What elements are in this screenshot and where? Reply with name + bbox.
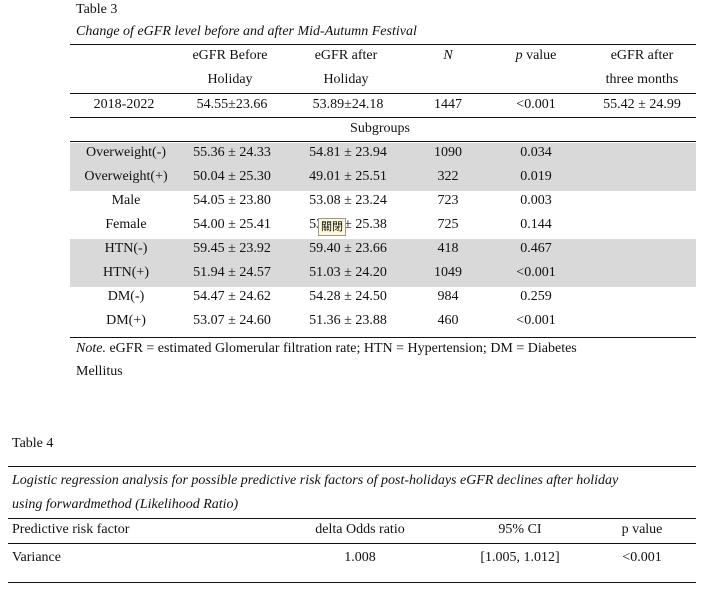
subgroup-row-p: 0.003 xyxy=(520,193,552,208)
table3-subgroups-rule xyxy=(70,141,696,142)
subgroup-row-p: 0.259 xyxy=(520,289,552,304)
table4-header-rule xyxy=(8,543,696,544)
table4-header-delta: delta Odds ratio xyxy=(315,522,405,537)
table4-caption-line2: using forwardmethod (Likelihood Ratio) xyxy=(12,497,239,512)
table4-header-factor: Predictive risk factor xyxy=(12,522,130,537)
subgroup-row-n: 723 xyxy=(437,193,459,208)
subgroup-row-p: <0.001 xyxy=(516,313,556,328)
header-egfr-after-line2: Holiday xyxy=(323,72,369,87)
subgroups-label: Subgroups xyxy=(350,121,410,136)
table4-bottom-rule xyxy=(8,582,696,583)
table3-header-rule xyxy=(70,93,696,94)
subgroup-row-n: 984 xyxy=(437,289,459,304)
subgroup-row-p: 0.034 xyxy=(520,145,552,160)
header-egfr-before-line2: Holiday xyxy=(207,72,253,87)
subgroup-row-after: 59.40 ± 23.66 xyxy=(309,241,387,256)
subgroup-row-p: 0.144 xyxy=(520,217,552,232)
subgroup-row-n: 725 xyxy=(437,217,459,232)
overall-after: 53.89±24.18 xyxy=(312,97,384,112)
header-egfr-after-line1: eGFR after xyxy=(314,48,378,63)
subgroup-row-after: 51.03 ± 24.20 xyxy=(309,265,387,280)
overall-before: 54.55±23.66 xyxy=(196,97,268,112)
overall-n: 1447 xyxy=(434,97,462,112)
header-three-months-line2: three months xyxy=(605,72,679,87)
subgroup-row-before: 50.04 ± 25.30 xyxy=(193,169,271,184)
table3-note-line2: Mellitus xyxy=(76,364,123,379)
subgroup-row-before: 54.05 ± 23.80 xyxy=(193,193,271,208)
close-popup-button[interactable]: 關閉 xyxy=(318,218,346,236)
header-p-value: p value xyxy=(515,48,557,63)
note-label: Note. xyxy=(76,341,106,356)
subgroup-row-label: Overweight(-) xyxy=(85,145,167,160)
subgroup-row-label: HTN(-) xyxy=(104,241,148,256)
table4-caption-rule xyxy=(8,518,696,519)
subgroup-row-n: 1090 xyxy=(434,145,462,160)
table4-top-rule xyxy=(8,466,696,467)
subgroup-row-label: HTN(+) xyxy=(103,265,149,280)
header-three-months-line1: eGFR after xyxy=(610,48,674,63)
subgroup-row-p: 0.467 xyxy=(520,241,552,256)
table4-title: Table 4 xyxy=(12,436,54,451)
subgroup-row-after: 51.36 ± 23.88 xyxy=(309,313,387,328)
table3-top-rule xyxy=(70,44,696,45)
shade-overweight xyxy=(70,143,696,191)
subgroup-row-after: 54.81 ± 23.94 xyxy=(309,145,387,160)
subgroup-row-after: 49.01 ± 25.51 xyxy=(309,169,387,184)
table4-row-factor: Variance xyxy=(12,550,61,565)
shade-htn xyxy=(70,239,696,287)
subgroup-row-before: 59.45 ± 23.92 xyxy=(193,241,271,256)
table4-row-delta: 1.008 xyxy=(344,550,376,565)
subgroup-row-before: 53.07 ± 24.60 xyxy=(193,313,271,328)
subgroup-row-n: 418 xyxy=(437,241,459,256)
table3-title: Table 3 xyxy=(76,2,118,17)
table4-row-ci: [1.005, 1.012] xyxy=(480,550,560,565)
table3-note-line1: Note. eGFR = estimated Glomerular filtra… xyxy=(76,341,577,357)
subgroup-row-before: 55.36 ± 24.33 xyxy=(193,145,271,160)
subgroup-row-n: 1049 xyxy=(434,265,462,280)
subgroup-row-p: 0.019 xyxy=(520,169,552,184)
table3-bottom-rule xyxy=(70,337,696,338)
subgroup-row-label: Overweight(+) xyxy=(84,169,168,184)
overall-p: <0.001 xyxy=(516,97,556,112)
note-text: eGFR = estimated Glomerular filtration r… xyxy=(105,341,577,356)
subgroup-row-label: Male xyxy=(111,193,141,208)
table4-header-p: p value xyxy=(621,522,663,537)
subgroup-row-after: 53.08 ± 23.24 xyxy=(309,193,387,208)
overall-three-months: 55.42 ± 24.99 xyxy=(603,97,681,112)
table3-caption: Change of eGFR level before and after Mi… xyxy=(76,24,417,39)
header-p-value-text: value xyxy=(522,48,557,63)
subgroup-row-n: 460 xyxy=(437,313,459,328)
subgroup-row-after: 53.00 ± 25.38 xyxy=(309,217,387,232)
table4-header-ci: 95% CI xyxy=(498,522,542,537)
subgroup-row-before: 54.00 ± 25.41 xyxy=(193,217,271,232)
subgroup-row-before: 51.94 ± 24.57 xyxy=(193,265,271,280)
table4-caption-line1: Logistic regression analysis for possibl… xyxy=(12,473,619,488)
header-n: N xyxy=(443,48,453,63)
header-egfr-before-line1: eGFR Before xyxy=(192,48,268,63)
subgroup-row-before: 54.47 ± 24.62 xyxy=(193,289,271,304)
subgroup-row-label: DM(+) xyxy=(106,313,146,328)
overall-label: 2018-2022 xyxy=(93,97,155,112)
subgroup-row-p: <0.001 xyxy=(516,265,556,280)
subgroup-row-n: 322 xyxy=(437,169,459,184)
subgroup-row-after: 54.28 ± 24.50 xyxy=(309,289,387,304)
table4-row-p: <0.001 xyxy=(622,550,662,565)
subgroup-row-label: Female xyxy=(105,217,147,232)
table3-overall-rule xyxy=(70,117,696,118)
subgroup-row-label: DM(-) xyxy=(107,289,145,304)
